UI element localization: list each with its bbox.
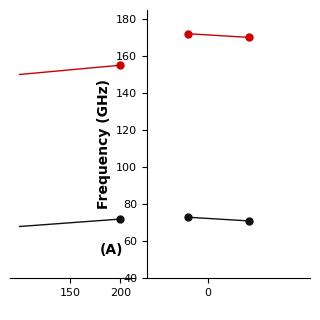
Y-axis label: Frequency (GHz): Frequency (GHz) — [97, 79, 110, 209]
Text: (A): (A) — [99, 243, 123, 257]
